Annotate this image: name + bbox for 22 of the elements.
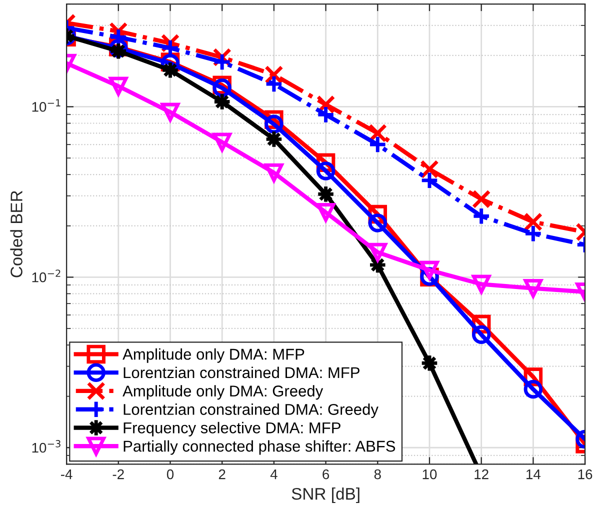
x-tick-label: -2 [112, 469, 124, 480]
x-axis-title: SNR [dB] [292, 488, 360, 504]
legend-label: Lorentzian constrained DMA: Greedy [124, 404, 378, 418]
y-axis-title: Coded BER [10, 190, 22, 278]
x-tick-label: 10 [422, 469, 437, 480]
y-tick-label: 10$^{−3}$ [32, 440, 60, 453]
legend-label: Lorentzian constrained DMA: MFP [124, 366, 360, 378]
legend-label: Amplitude only DMA: Greedy [122, 385, 324, 400]
x-tick-label: 2 [218, 469, 226, 480]
x-tick-label: 6 [322, 469, 330, 480]
x-tick-label: 0 [166, 469, 174, 480]
x-tick-label: 4 [270, 470, 278, 480]
y-tick-label: 10$^{−1}$ [32, 99, 60, 112]
x-tick-label: 8 [374, 469, 381, 480]
x-tick-label: 14 [526, 470, 541, 480]
legend-label: Frequency selective DMA: MFP [124, 422, 340, 436]
x-tick-label: 16 [578, 469, 592, 480]
x-tick-label: 12 [474, 469, 488, 480]
y-tick-label: 10$^{−2}$ [32, 270, 60, 282]
legend-label: Partially connected phase shifter: ABFS [124, 440, 396, 455]
x-tick-label: -4 [60, 470, 72, 480]
legend-label: Amplitude only DMA: MFP [122, 348, 304, 363]
